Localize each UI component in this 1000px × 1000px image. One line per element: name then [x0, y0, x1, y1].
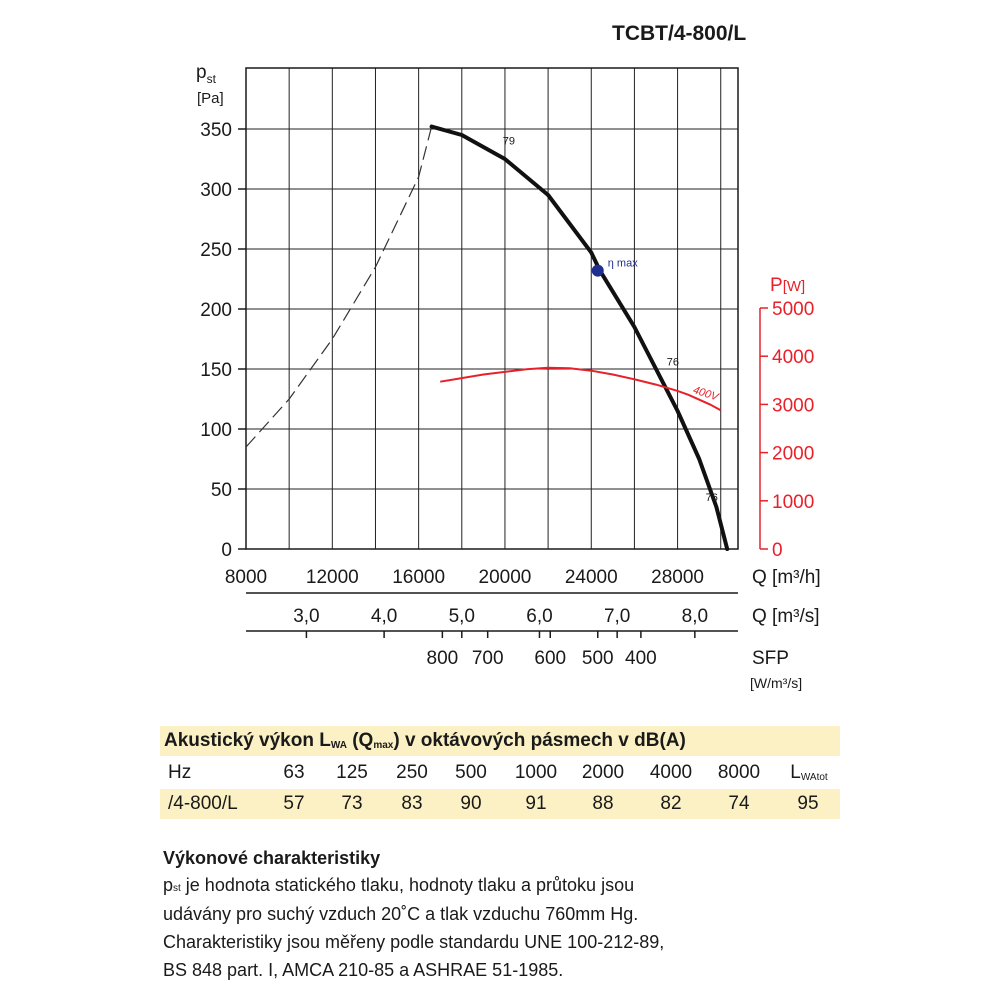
x3-tick-label: 700: [472, 648, 504, 669]
y-axis-label: pst: [196, 62, 217, 86]
x-tick-label: 16000: [392, 567, 445, 588]
x3-tick-label: 600: [534, 648, 566, 669]
x2-tick-label: 6,0: [526, 606, 552, 627]
value-cell: 91: [525, 793, 547, 814]
y-axis-label-main: p: [196, 62, 207, 83]
y-tick-label: 100: [200, 420, 232, 441]
x-tick-label: 12000: [306, 567, 359, 588]
desc-pst-main: p: [163, 875, 174, 895]
y-tick-label: 250: [200, 240, 232, 261]
y-tick-label: 200: [200, 300, 232, 321]
x2-axis-label: Q [m³/s]: [752, 606, 820, 627]
acoustic-header: Akustický výkon LWA (Qmax) v oktávových …: [160, 726, 840, 756]
freq-cell: 500: [455, 762, 487, 783]
description-line-4: BS 848 part. I, AMCA 210-85 a ASHRAE 51-…: [163, 960, 564, 980]
x2-tick-label: 8,0: [682, 606, 708, 627]
grid: [246, 68, 738, 549]
x3-tick-label: 400: [625, 648, 657, 669]
x-tick-label: 24000: [565, 567, 618, 588]
curves: [245, 124, 730, 551]
x-axis-label: Q [m³/h]: [752, 567, 821, 588]
y2-axis-unit: [W]: [783, 278, 806, 295]
value-cell: 82: [660, 793, 682, 814]
y2-tick-label: 3000: [772, 395, 814, 416]
model-label: /4-800/L: [168, 793, 238, 814]
x3-axis-label: SFP: [752, 648, 789, 669]
y2-tick-label: 5000: [772, 299, 814, 320]
acoustic-title-sub2: max: [373, 740, 394, 751]
y2-tick-label: 4000: [772, 347, 814, 368]
x3-tick-label: 500: [582, 648, 614, 669]
value-cell: 74: [728, 793, 750, 814]
x-tick-label: 28000: [651, 567, 704, 588]
y-tick-label: 150: [200, 360, 232, 381]
efficiency-label: 76: [706, 492, 718, 504]
value-cell: 73: [341, 793, 363, 814]
y2-tick-label: 0: [772, 540, 783, 561]
x-tick-label: 20000: [479, 567, 532, 588]
y2-tick-label: 2000: [772, 444, 814, 465]
x2-tick-label: 7,0: [604, 606, 630, 627]
y-tick-label: 300: [200, 180, 232, 201]
acoustic-title-mid: (Q: [346, 730, 374, 751]
x3-axis-unit: [W/m³/s]: [750, 675, 802, 691]
fan-performance-chart: 0 50 100 150 200 250 300 350 pst [Pa] 0 1000 2000 300…: [196, 62, 821, 691]
y-tick-label: 0: [221, 540, 232, 561]
y-tick-label: 50: [211, 480, 232, 501]
unstable-region-curve: [245, 126, 433, 448]
y-tick-label: 350: [200, 120, 232, 141]
description-line-3: Charakteristiky jsou měřeny podle standa…: [163, 932, 665, 952]
description-line-2: udávány pro suchý vzduch 20˚C a tlak vzd…: [163, 904, 639, 924]
labels: 0 50 100 150 200 250 300 350 pst [Pa] 0 1000 2000 300…: [196, 62, 821, 691]
lwatot-sub: WAtot: [800, 772, 828, 783]
acoustic-value-row: /4-800/L 57 73 83 90 91 88 82 74 95: [160, 789, 840, 819]
freq-cell: 1000: [514, 762, 558, 783]
chart-title: TCBT/4-800/L: [612, 22, 747, 45]
lwatot-label: LWAtot: [774, 758, 844, 793]
value-cell: 90: [460, 793, 482, 814]
y2-axis-label: P[W]: [770, 275, 805, 296]
x2-tick-label: 3,0: [293, 606, 319, 627]
eta-max-point: [591, 264, 604, 277]
desc-line1-text: je hodnota statického tlaku, hodnoty tla…: [180, 875, 635, 895]
desc-pst-sub: st: [173, 883, 181, 894]
value-cell: 83: [401, 793, 423, 814]
freq-cell: 4000: [649, 762, 693, 783]
fan-pressure-curve: [429, 124, 730, 551]
acoustic-frequency-row: Hz 63 125 250 500 1000 2000 4000 8000 LW…: [160, 758, 840, 788]
x2-tick-label: 4,0: [371, 606, 397, 627]
efficiency-label: 76: [667, 356, 679, 368]
x3-tick-label: 800: [427, 648, 459, 669]
value-cell: 88: [592, 793, 614, 814]
hz-label: Hz: [168, 762, 192, 783]
freq-cell: 63: [283, 762, 305, 783]
freq-cell: 2000: [581, 762, 625, 783]
x-tick-label: 8000: [225, 567, 267, 588]
power-curve-label: 400V: [691, 384, 721, 404]
eta-max-label: η max: [608, 258, 638, 270]
efficiency-label: 79: [503, 136, 515, 148]
y-axis-label-sub: st: [207, 72, 217, 86]
y2-tick-label: 1000: [772, 492, 814, 513]
acoustic-title-post: ) v oktávových pásmech v dB(A): [393, 730, 686, 751]
value-cell: 57: [283, 793, 305, 814]
freq-cell: 125: [336, 762, 368, 783]
y-axis-unit: [Pa]: [197, 90, 224, 107]
axes: [238, 67, 768, 638]
power-curve: [440, 366, 722, 412]
acoustic-title-pre: Akustický výkon L: [164, 730, 331, 751]
description-line-1: pst je hodnota statického tlaku, hodnoty…: [163, 875, 634, 896]
acoustic-title-sub1: WA: [330, 740, 347, 751]
y2-axis-label-main: P: [770, 275, 783, 296]
freq-cell: 250: [396, 762, 428, 783]
description-title: Výkonové charakteristiky: [163, 848, 381, 868]
lwatot-main: L: [790, 762, 801, 783]
freq-cell: 8000: [717, 762, 761, 783]
total-value-cell: 95: [797, 793, 819, 814]
x2-tick-label: 5,0: [449, 606, 475, 627]
